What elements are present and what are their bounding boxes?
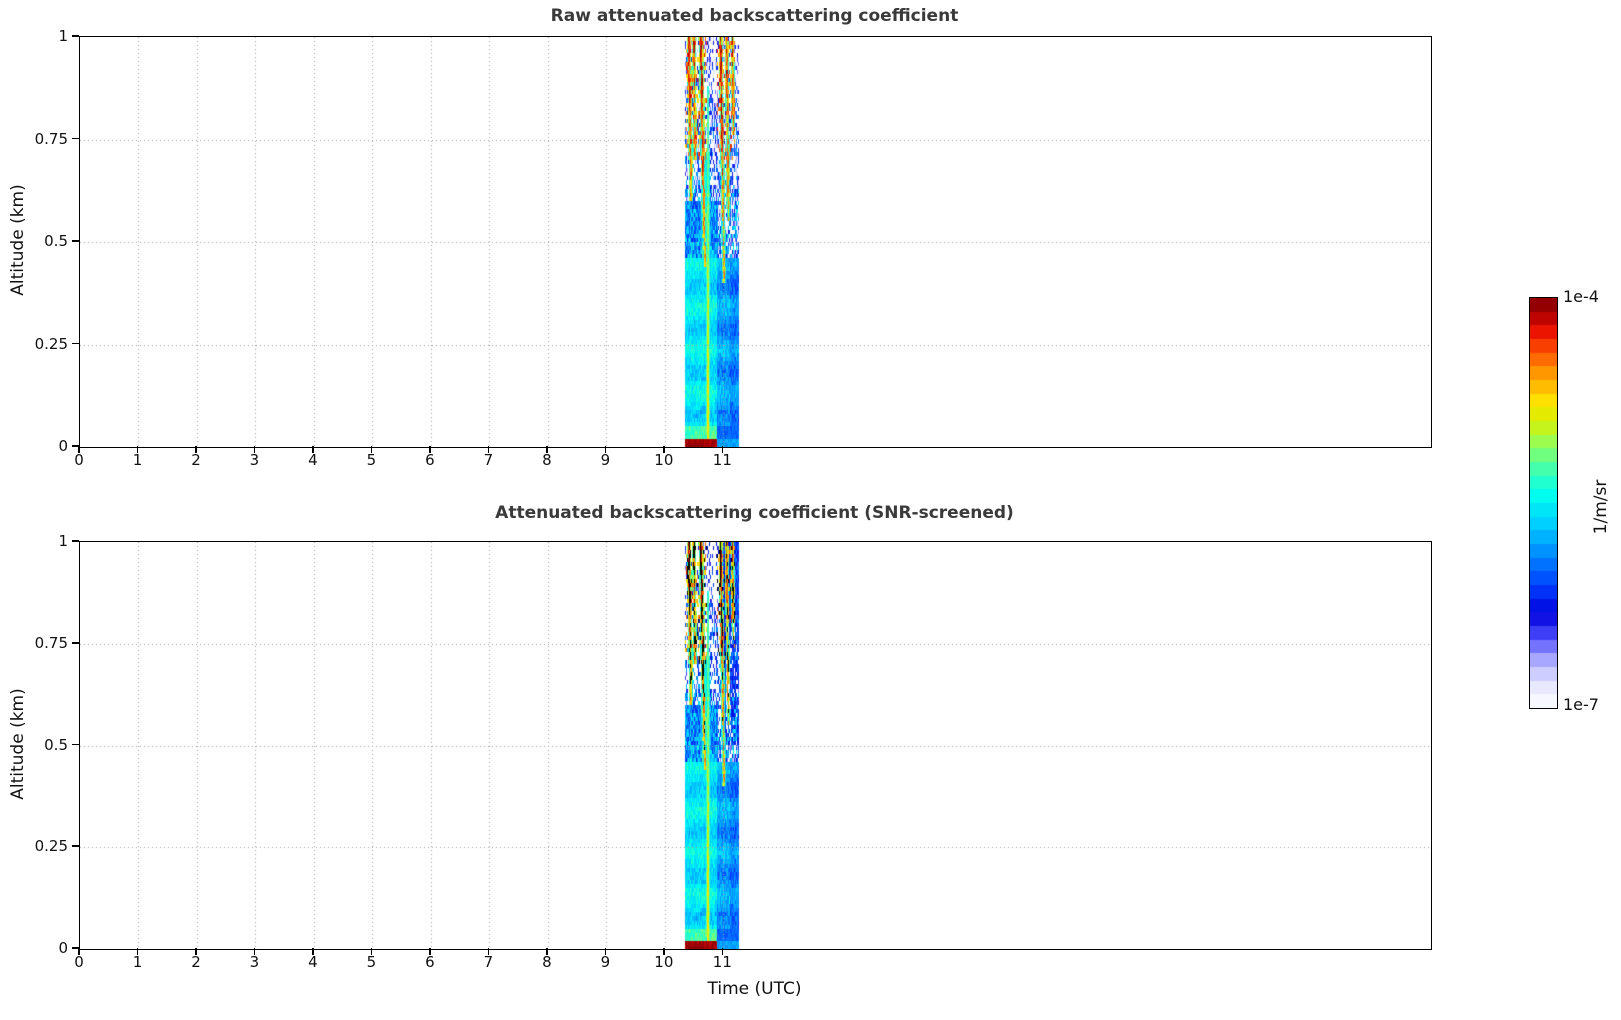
colorbar-min-label: 1e-7 (1563, 695, 1599, 714)
x-tick-label-panel2: 3 (249, 953, 260, 971)
x-tick-panel1 (136, 446, 139, 453)
y-tick-panel1 (72, 240, 79, 242)
x-tick-label-panel1: 0 (74, 451, 84, 469)
x-tick-label-panel1: 10 (654, 451, 674, 469)
x-tick-panel2 (195, 948, 197, 955)
y-tick-label-panel1: 1 (58, 27, 68, 45)
panel1-title: Raw attenuated backscattering coefficien… (550, 6, 959, 26)
y-tick-label-panel1: 0.75 (34, 129, 68, 148)
x-tick-label-panel1: 2 (191, 451, 201, 469)
x-tick-label-panel1: 8 (542, 451, 552, 469)
x-tick-panel2 (721, 948, 724, 955)
x-tick-label-panel2: 10 (654, 953, 674, 971)
x-tick-panel1 (604, 446, 607, 453)
y-tick-panel2 (72, 845, 79, 848)
y-tick-label-panel1: 0.25 (34, 334, 68, 353)
panel2-plot-area (79, 541, 1432, 950)
colorbar (1529, 297, 1558, 709)
x-tick-label-panel2: 7 (483, 953, 494, 971)
y-tick-label-panel2: 1 (58, 532, 68, 550)
colorbar-max-label: 1e-4 (1563, 287, 1599, 306)
x-tick-label-panel2: 1 (132, 953, 143, 971)
x-tick-label-panel1: 5 (366, 451, 377, 469)
x-tick-panel1 (429, 446, 431, 453)
x-tick-panel2 (312, 948, 314, 955)
x-tick-panel1 (312, 446, 314, 453)
x-axis-label: Time (UTC) (707, 979, 802, 999)
x-tick-label-panel2: 5 (366, 953, 377, 971)
y-tick-label-panel2: 0.25 (34, 837, 68, 856)
y-tick-label-panel1: 0 (58, 437, 68, 455)
x-tick-panel1 (253, 446, 256, 453)
y-tick-panel2 (72, 540, 79, 542)
y-tick-label-panel2: 0.5 (44, 735, 68, 754)
x-tick-panel1 (195, 446, 197, 453)
x-tick-panel1 (370, 446, 373, 453)
x-tick-label-panel1: 9 (600, 451, 611, 469)
y-tick-panel2 (72, 743, 79, 746)
y-tick-panel1 (72, 137, 79, 140)
y-tick-label-panel2: 0.75 (34, 633, 68, 652)
x-tick-label-panel2: 8 (542, 953, 552, 971)
x-tick-panel2 (370, 948, 373, 955)
x-tick-label-panel1: 3 (249, 451, 260, 469)
x-tick-label-panel2: 4 (308, 953, 318, 971)
y-tick-panel1 (72, 445, 79, 447)
y-tick-panel1 (72, 342, 79, 345)
x-tick-label-panel1: 6 (425, 451, 435, 469)
x-tick-panel1 (663, 446, 665, 453)
x-tick-panel2 (78, 948, 80, 955)
colorbar-canvas (1530, 298, 1557, 708)
x-tick-label-panel2: 11 (712, 953, 732, 971)
panel2-title: Attenuated backscattering coefficient (S… (495, 503, 1014, 523)
x-tick-panel1 (487, 446, 490, 453)
x-tick-label-panel2: 2 (191, 953, 201, 971)
x-tick-label-panel1: 1 (132, 451, 143, 469)
y-tick-panel2 (72, 641, 79, 644)
colorbar-units-label: 1/m/sr (1591, 479, 1611, 535)
x-tick-panel1 (721, 446, 724, 453)
x-tick-panel2 (487, 948, 490, 955)
panel1-heatmap-canvas (80, 37, 1431, 447)
x-tick-panel2 (546, 948, 548, 955)
x-tick-label-panel2: 6 (425, 953, 435, 971)
x-tick-panel1 (78, 446, 80, 453)
x-tick-panel1 (546, 446, 548, 453)
x-tick-label-panel2: 9 (600, 953, 611, 971)
x-tick-label-panel1: 4 (308, 451, 318, 469)
x-tick-panel2 (253, 948, 256, 955)
x-tick-panel2 (604, 948, 607, 955)
y-tick-panel1 (72, 35, 79, 37)
x-tick-label-panel2: 0 (74, 953, 84, 971)
x-tick-panel2 (429, 948, 431, 955)
x-tick-panel2 (136, 948, 139, 955)
x-tick-label-panel1: 11 (712, 451, 732, 469)
panel2-heatmap-canvas (80, 542, 1431, 949)
panel1-plot-area (79, 36, 1432, 448)
x-tick-panel2 (663, 948, 665, 955)
y-tick-label-panel2: 0 (58, 939, 68, 957)
y-tick-panel2 (72, 947, 79, 949)
y-tick-label-panel1: 0.5 (44, 232, 68, 250)
x-tick-label-panel1: 7 (483, 451, 494, 469)
